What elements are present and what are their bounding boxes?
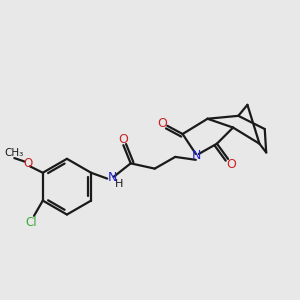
Text: N: N: [192, 148, 201, 162]
Text: Cl: Cl: [25, 216, 37, 229]
Text: O: O: [23, 157, 32, 170]
Text: N: N: [107, 171, 117, 184]
Text: H: H: [115, 179, 124, 189]
Text: O: O: [157, 117, 167, 130]
Text: CH₃: CH₃: [4, 148, 23, 158]
Text: O: O: [118, 133, 128, 146]
Text: O: O: [227, 158, 236, 171]
